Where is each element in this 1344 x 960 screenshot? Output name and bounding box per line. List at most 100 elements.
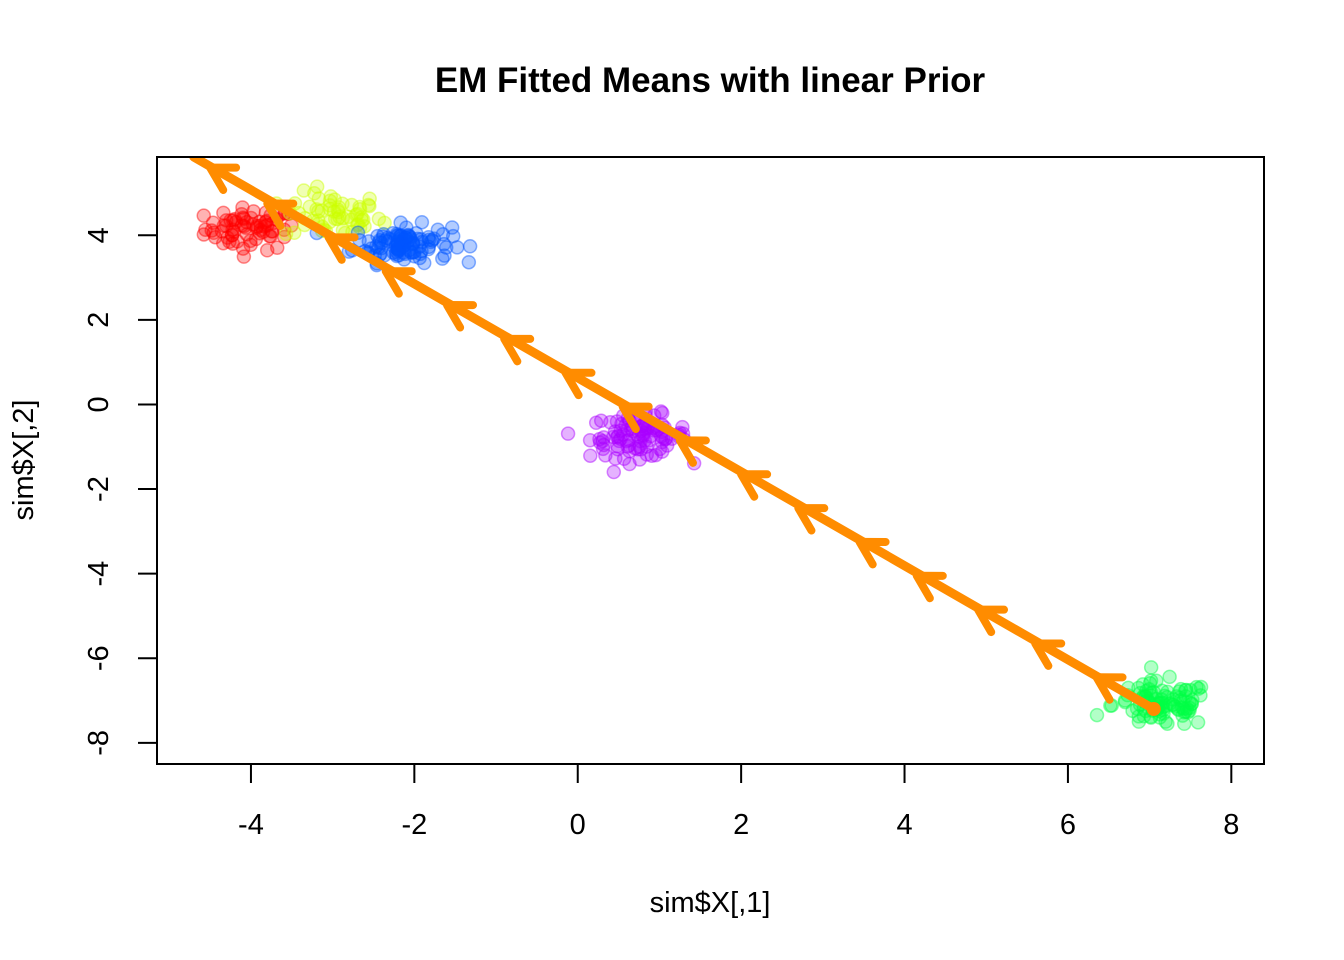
chart-title: EM Fitted Means with linear Prior bbox=[435, 61, 986, 100]
scatter-point-cluster-1 bbox=[257, 219, 272, 234]
scatter-point-cluster-3 bbox=[407, 244, 422, 260]
fitted-mean-arrow bbox=[737, 470, 772, 501]
scatter-point-cluster-5 bbox=[1143, 673, 1159, 688]
scatter-point-cluster-3 bbox=[424, 232, 440, 248]
scatter-point-cluster-3 bbox=[390, 234, 405, 250]
scatter-point-cluster-2 bbox=[314, 203, 330, 219]
scatter-point-cluster-1 bbox=[216, 218, 232, 234]
scatter-point-cluster-3 bbox=[438, 240, 454, 255]
x-tick-label: 2 bbox=[733, 809, 749, 841]
scatter-point-cluster-3 bbox=[398, 232, 413, 248]
scatter-point-cluster-5 bbox=[1174, 700, 1190, 715]
scatter-point-cluster-3 bbox=[413, 231, 429, 247]
scatter-point-cluster-1 bbox=[269, 240, 285, 255]
scatter-point-cluster-4 bbox=[598, 448, 613, 463]
scatter-point-cluster-4 bbox=[560, 426, 576, 441]
y-tick-label: -2 bbox=[83, 476, 115, 502]
scatter-point-cluster-2 bbox=[352, 199, 367, 215]
scatter-point-cluster-3 bbox=[372, 232, 388, 248]
scatter-point-cluster-3 bbox=[405, 236, 421, 252]
y-tick-label: -8 bbox=[83, 730, 115, 756]
scatter-point-cluster-3 bbox=[421, 239, 436, 255]
scatter-point-cluster-2 bbox=[330, 202, 345, 217]
scatter-point-cluster-2 bbox=[354, 210, 369, 225]
scatter-point-cluster-3 bbox=[430, 222, 446, 238]
scatter-point-cluster-1 bbox=[253, 218, 268, 234]
scatter-point-cluster-4 bbox=[606, 464, 622, 480]
scatter-point-cluster-1 bbox=[196, 227, 212, 242]
scatter-point-cluster-3 bbox=[389, 244, 405, 260]
scatter-point-cluster-4 bbox=[627, 441, 643, 456]
scatter-point-cluster-3 bbox=[382, 231, 398, 247]
scatter-point-cluster-1 bbox=[243, 237, 258, 253]
x-axis-label: sim$X[,1] bbox=[650, 887, 771, 919]
scatter-point-cluster-2 bbox=[344, 197, 360, 213]
scatter-point-cluster-2 bbox=[309, 179, 325, 194]
scatter-point-cluster-4 bbox=[620, 439, 635, 454]
scatter-point-cluster-3 bbox=[445, 228, 461, 244]
scatter-point-cluster-1 bbox=[214, 224, 230, 239]
scatter-point-cluster-3 bbox=[391, 242, 406, 258]
scatter-point-cluster-1 bbox=[263, 229, 278, 244]
fitted-mean-arrow bbox=[443, 301, 478, 332]
scatter-point-cluster-4 bbox=[583, 448, 598, 463]
scatter-point-cluster-5 bbox=[1171, 684, 1187, 699]
scatter-point-cluster-1 bbox=[239, 214, 254, 230]
scatter-point-cluster-3 bbox=[405, 236, 421, 251]
scatter-point-cluster-3 bbox=[410, 231, 425, 247]
scatter-point-cluster-3 bbox=[385, 245, 401, 260]
scatter-point-cluster-3 bbox=[389, 226, 405, 242]
fitted-mean-arrow bbox=[794, 504, 829, 535]
scatter-point-cluster-2 bbox=[357, 219, 372, 234]
scatter-point-cluster-1 bbox=[277, 229, 292, 245]
scatter-point-cluster-4 bbox=[610, 438, 625, 454]
fitted-mean-arrow bbox=[263, 199, 298, 230]
scatter-point-cluster-3 bbox=[393, 228, 408, 243]
scatter-point-cluster-1 bbox=[255, 224, 271, 240]
scatter-point-cluster-1 bbox=[243, 233, 258, 249]
scatter-point-cluster-4 bbox=[655, 405, 670, 421]
scatter-point-cluster-1 bbox=[259, 218, 275, 233]
scatter-point-cluster-3 bbox=[402, 229, 418, 245]
scatter-point-cluster-1 bbox=[252, 225, 268, 241]
scatter-point-cluster-5 bbox=[1136, 708, 1152, 724]
scatter-point-cluster-3 bbox=[395, 238, 410, 253]
scatter-point-cluster-5 bbox=[1182, 700, 1198, 716]
scatter-point-cluster-4 bbox=[607, 424, 623, 439]
scatter-point-cluster-5 bbox=[1170, 701, 1186, 717]
scatter-point-cluster-5 bbox=[1184, 696, 1199, 712]
scatter-point-cluster-3 bbox=[361, 234, 377, 249]
scatter-point-cluster-1 bbox=[243, 210, 259, 226]
scatter-point-cluster-1 bbox=[216, 235, 231, 251]
scatter-point-cluster-4 bbox=[648, 447, 664, 463]
scatter-point-cluster-3 bbox=[412, 239, 427, 254]
scatter-point-cluster-5 bbox=[1165, 692, 1181, 707]
scatter-point-cluster-4 bbox=[588, 415, 604, 431]
fitted-means-start bbox=[1146, 702, 1161, 717]
scatter-point-cluster-1 bbox=[249, 220, 264, 236]
scatter-point-cluster-2 bbox=[309, 202, 324, 217]
scatter-point-cluster-4 bbox=[654, 444, 670, 459]
scatter-point-cluster-3 bbox=[370, 228, 385, 244]
y-tick-label: 0 bbox=[83, 396, 115, 412]
scatter-point-cluster-3 bbox=[421, 241, 436, 257]
scatter-point-cluster-2 bbox=[296, 183, 312, 198]
scatter-point-cluster-4 bbox=[610, 428, 626, 444]
scatter-point-cluster-5 bbox=[1131, 680, 1146, 696]
scatter-point-cluster-4 bbox=[603, 415, 618, 430]
scatter-point-cluster-1 bbox=[225, 222, 240, 237]
x-tick-label: 6 bbox=[1060, 809, 1076, 841]
scatter-point-cluster-5 bbox=[1177, 716, 1192, 732]
scatter-point-cluster-1 bbox=[249, 218, 265, 234]
scatter-point-cluster-4 bbox=[639, 439, 654, 454]
scatter-point-cluster-4 bbox=[593, 413, 609, 428]
scatter-point-cluster-1 bbox=[252, 214, 267, 229]
y-tick-label: 2 bbox=[83, 312, 115, 328]
scatter-point-cluster-5 bbox=[1149, 673, 1164, 688]
scatter-point-cluster-5 bbox=[1171, 702, 1186, 718]
scatter-point-cluster-5 bbox=[1167, 699, 1182, 714]
scatter-point-cluster-4 bbox=[652, 441, 668, 457]
scatter-point-cluster-1 bbox=[206, 225, 221, 241]
scatter-point-cluster-4 bbox=[582, 432, 598, 448]
scatter-point-cluster-2 bbox=[362, 191, 377, 206]
